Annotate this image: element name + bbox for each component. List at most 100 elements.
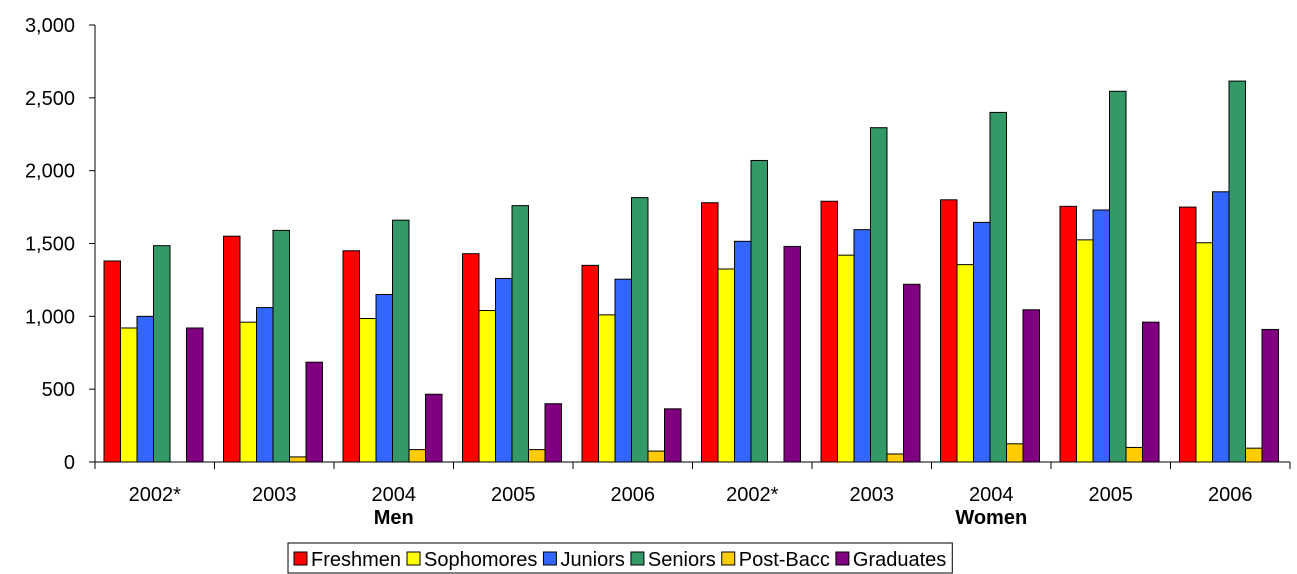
series-seniors (153, 80, 1246, 463)
x-tick-label: 2005 (1089, 484, 1134, 506)
legend-item: Seniors (630, 549, 716, 571)
bar (1212, 191, 1230, 463)
bar (853, 229, 871, 463)
legend-item: Sophomores (406, 549, 537, 571)
legend-swatch (406, 551, 421, 566)
bar (1022, 309, 1040, 463)
bar (544, 403, 562, 463)
bar (886, 453, 904, 463)
y-tick-label: 2,500 (25, 88, 75, 110)
legend-label: Juniors (560, 549, 624, 571)
bar (1228, 80, 1246, 463)
bar (1261, 328, 1279, 463)
bar (392, 219, 410, 463)
bar (1179, 206, 1197, 463)
legend-swatch (630, 551, 645, 566)
bar (750, 159, 768, 463)
x-axis (94, 461, 1291, 469)
bar (136, 315, 154, 463)
bar (734, 240, 752, 463)
bar (1142, 321, 1160, 463)
bar (701, 202, 719, 463)
legend-item: Graduates (835, 549, 946, 571)
bar (528, 449, 546, 463)
series-freshmen (103, 199, 1197, 463)
x-tick-label: 2004 (969, 484, 1014, 506)
bar (717, 268, 735, 463)
bar (973, 221, 991, 463)
bar (631, 197, 649, 463)
y-tick-label: 3,000 (25, 15, 75, 37)
bar (1109, 90, 1127, 463)
x-tick-label: 2002* (129, 484, 181, 506)
bar (1059, 205, 1077, 463)
legend-label: Freshmen (311, 549, 401, 571)
bar (342, 250, 360, 463)
legend-swatch (721, 551, 736, 566)
x-tick-label: 2004 (372, 484, 417, 506)
bar (1125, 446, 1143, 463)
group-labels: Men Women (374, 507, 1027, 529)
bar (614, 278, 632, 463)
bar (956, 264, 974, 463)
y-tick-label: 0 (64, 452, 75, 474)
legend-item: Juniors (542, 549, 625, 571)
y-tick-label: 2,000 (25, 161, 75, 183)
y-tick-label: 1,000 (25, 306, 75, 328)
bar (783, 245, 801, 463)
bar (1245, 447, 1263, 463)
x-tick-label: 2003 (850, 484, 895, 506)
x-tick-labels: 2002* 2003 2004 2005 2006 2002* 2003 2004 2005 20… (129, 484, 1253, 506)
bar (186, 327, 204, 463)
x-tick-label: 2005 (491, 484, 536, 506)
y-tick-label: 500 (42, 379, 75, 401)
bar (903, 283, 921, 463)
x-tick-label: 2002* (726, 484, 778, 506)
bar (870, 127, 888, 463)
legend-label: Sophomores (424, 549, 537, 571)
bar (478, 310, 496, 463)
series-graduates (186, 245, 1279, 463)
bar (664, 408, 682, 463)
bar (462, 253, 480, 463)
bar (598, 314, 616, 463)
bars (103, 80, 1279, 463)
bar (495, 277, 513, 463)
group-label: Men (374, 507, 414, 529)
bar (103, 260, 121, 463)
bar (1076, 239, 1094, 463)
bar (1006, 443, 1024, 463)
bar (647, 450, 665, 463)
bar (940, 199, 958, 463)
x-tick-label: 2003 (252, 484, 297, 506)
bar (1195, 242, 1213, 463)
bar (581, 264, 599, 463)
legend-label: Graduates (853, 549, 946, 571)
bar (820, 200, 838, 463)
bar (289, 456, 307, 463)
group-label: Women (955, 507, 1027, 529)
bar (359, 318, 377, 463)
bar (256, 307, 274, 463)
bar (223, 235, 241, 463)
legend-item: Post-Bacc (721, 549, 830, 571)
bar (153, 245, 171, 463)
bar (375, 293, 393, 463)
series-sophomores (120, 239, 1213, 463)
bar (272, 229, 290, 463)
x-tick-label: 2006 (1208, 484, 1253, 506)
legend-swatch (542, 551, 557, 566)
y-axis: 0 500 1,000 1,500 2,000 2,500 3,000 (25, 15, 96, 474)
y-tick-label: 1,500 (25, 234, 75, 256)
x-tick-label: 2006 (611, 484, 656, 506)
legend-swatch (293, 551, 308, 566)
legend-item: Freshmen (293, 549, 401, 571)
legend-label: Seniors (648, 549, 716, 571)
bar (305, 361, 323, 463)
bar (837, 254, 855, 463)
legend-label: Post-Bacc (739, 549, 830, 571)
bar (1092, 209, 1110, 463)
bar (239, 321, 257, 463)
legend: Freshmen Sophomores Juniors Seniors Post-Bac… (287, 542, 953, 574)
